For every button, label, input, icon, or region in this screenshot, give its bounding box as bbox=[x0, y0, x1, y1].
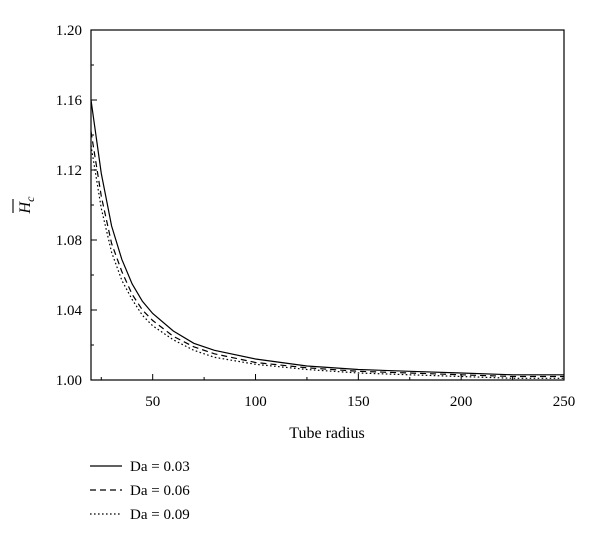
y-tick-label: 1.04 bbox=[56, 303, 83, 319]
y-axis-ticks: 1.00 1.04 1.08 1.12 1.16 1.20 bbox=[56, 23, 97, 389]
legend-label: Da = 0.06 bbox=[130, 483, 190, 499]
series-line-solid bbox=[90, 99, 564, 376]
y-axis-label-subscript: c bbox=[23, 196, 37, 202]
y-tick-label: 1.08 bbox=[56, 233, 82, 249]
svg-text:Hc: Hc bbox=[17, 196, 37, 215]
series-lines bbox=[90, 99, 564, 379]
x-tick-label: 200 bbox=[450, 394, 473, 410]
y-axis-label-main: H bbox=[17, 200, 34, 214]
x-tick-label: 250 bbox=[553, 394, 576, 410]
x-tick-label: 50 bbox=[145, 394, 160, 410]
x-axis-ticks: 50 100 150 200 250 bbox=[100, 374, 576, 410]
legend: Da = 0.03 Da = 0.06 Da = 0.09 bbox=[90, 459, 190, 523]
y-axis-label: Hc bbox=[12, 196, 37, 215]
y-tick-label: 1.12 bbox=[56, 163, 82, 179]
series-line-dashed bbox=[90, 131, 564, 378]
y-tick-label: 1.16 bbox=[56, 93, 83, 109]
y-tick-label: 1.20 bbox=[56, 23, 82, 39]
legend-label: Da = 0.09 bbox=[130, 507, 190, 523]
legend-label: Da = 0.03 bbox=[130, 459, 190, 475]
x-tick-label: 150 bbox=[347, 394, 370, 410]
y-tick-label: 1.00 bbox=[56, 373, 82, 389]
x-axis-label: Tube radius bbox=[289, 425, 364, 442]
x-tick-label: 100 bbox=[244, 394, 267, 410]
series-line-dotted bbox=[90, 145, 564, 379]
